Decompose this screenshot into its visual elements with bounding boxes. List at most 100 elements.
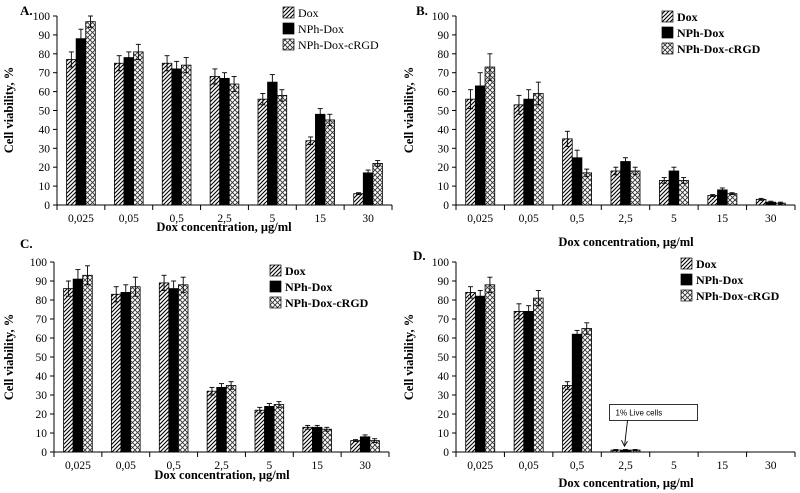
x-tick-label: 0,025 (467, 213, 493, 225)
legend-label-nph-dox: NPh-Dox (285, 280, 332, 294)
legend-label-nph-dox-crgd: NPh-Dox-cRGD (298, 38, 379, 52)
bar-nph-dox (219, 77, 230, 206)
y-tick-label: 100 (33, 11, 51, 23)
chart-panel-d: D. 0 10 20 30 40 50 60 70 80 90 100 0,025 0,05 0,5 2,5 5… (402, 248, 796, 490)
x-tick-label: 0,05 (519, 213, 539, 225)
y-tick-label: 40 (438, 124, 450, 136)
panel-label: C. (20, 236, 33, 251)
bar-nph-dox (120, 291, 131, 453)
x-tick-label: 0,5 (570, 213, 585, 225)
legend: Dox NPh-Dox NPh-Dox-cRGD (661, 10, 761, 56)
bar-nph-dox-crgd (178, 284, 189, 453)
y-tick-label: 80 (438, 49, 450, 61)
y-tick-label: 70 (39, 68, 51, 80)
bar-dox (302, 426, 313, 453)
x-tick-label: 0,05 (116, 460, 136, 472)
y-tick-label: 10 (438, 181, 450, 193)
legend: Dox NPh-Dox NPh-Dox-cRGD (282, 6, 379, 52)
y-tick-label: 100 (432, 11, 450, 23)
x-axis-title: Dox concentration, μg/ml (154, 468, 290, 482)
y-axis-title: Cell viability, % (2, 314, 16, 400)
bar-nph-dox (668, 170, 680, 206)
y-tick-label: 0 (443, 200, 449, 212)
x-tick-label: 2,5 (618, 460, 633, 472)
legend-label-nph-dox: NPh-Dox (298, 22, 344, 36)
bar-nph-dox-crgd (533, 297, 544, 453)
y-tick-label: 90 (39, 30, 51, 42)
x-tick-label: 30 (765, 460, 777, 472)
y-tick-label: 60 (39, 87, 51, 99)
y-tick-label: 50 (39, 106, 51, 118)
y-tick-label: 0 (44, 200, 50, 212)
bar-nph-dox (72, 278, 84, 453)
bar-nph-dox (474, 85, 486, 206)
bar-nph-dox-crgd (581, 172, 593, 206)
x-tick-label: 30 (362, 213, 374, 225)
x-tick-label: 0,5 (570, 460, 585, 472)
y-tick-label: 20 (36, 409, 48, 421)
y-tick-label: 100 (30, 257, 48, 269)
bar-nph-dox (620, 161, 631, 206)
bar-dox (254, 409, 265, 453)
annotation-arrowhead (621, 439, 628, 448)
x-tick-label: 15 (311, 460, 323, 472)
panel-label: B. (416, 3, 428, 18)
x-axis-title: Dox concentration, μg/ml (558, 476, 694, 490)
bar-dox (206, 390, 218, 453)
bar-nph-dox (216, 386, 227, 453)
bar-dox (610, 170, 622, 206)
panel-label: D. (413, 248, 426, 263)
y-tick-label: 100 (432, 257, 450, 269)
y-tick-label: 30 (36, 390, 48, 402)
chart-panel-a: A. 0 10 20 30 40 50 60 70 80 90 100 0,025 0,05 0,5 2,5 5… (2, 3, 393, 234)
bar-dox (158, 282, 170, 453)
y-tick-label: 20 (438, 409, 450, 421)
bar-nph-dox (315, 113, 326, 206)
x-tick-label: 2,5 (618, 213, 633, 225)
legend-swatch-dox (661, 10, 674, 23)
y-tick-label: 50 (438, 352, 450, 364)
legend-swatch-dox (269, 264, 282, 277)
bar-nph-dox-crgd (629, 170, 641, 206)
legend-label-nph-dox-crgd: NPh-Dox-cRGD (696, 289, 780, 303)
bar-dox (63, 288, 74, 453)
legend-swatch-nph-dox (282, 22, 295, 35)
bar-nph-dox-crgd (276, 94, 288, 206)
y-tick-label: 70 (438, 314, 450, 326)
annotation-text: 1% Live cells (616, 409, 663, 418)
y-tick-label: 70 (438, 68, 450, 80)
bar-nph-dox (523, 310, 534, 453)
panel-label: A. (20, 3, 33, 18)
bar-dox (111, 293, 122, 453)
y-tick-label: 90 (438, 276, 450, 288)
legend-label-nph-dox-crgd: NPh-Dox-cRGD (677, 42, 761, 56)
bar-nph-dox-crgd (85, 21, 96, 206)
y-tick-label: 80 (36, 295, 48, 307)
y-tick-label: 10 (438, 428, 450, 440)
bar-dox (114, 62, 125, 206)
y-tick-label: 30 (438, 390, 450, 402)
legend-swatch-dox (680, 257, 693, 270)
legend-label-dox: Dox (298, 6, 319, 20)
x-tick-label: 2,5 (214, 460, 229, 472)
legend: Dox NPh-Dox NPh-Dox-cRGD (269, 264, 369, 310)
bar-dox (305, 140, 316, 206)
x-tick-label: 2,5 (217, 213, 232, 225)
y-tick-label: 30 (39, 143, 51, 155)
y-tick-label: 20 (438, 162, 450, 174)
bar-nph-dox (474, 295, 486, 453)
legend-swatch-nph-dox-crgd (282, 38, 295, 51)
bar-dox (66, 59, 77, 206)
annotation: 1% Live cells (609, 404, 698, 448)
bar-dox (353, 193, 364, 206)
x-tick-label: 30 (359, 460, 371, 472)
y-axis-title: Cell viability, % (2, 67, 16, 153)
legend-swatch-nph-dox (680, 273, 693, 286)
bar-dox (659, 180, 670, 206)
x-tick-label: 0,025 (68, 213, 94, 225)
bar-dox (257, 98, 268, 206)
bar-nph-dox (312, 426, 323, 453)
chart-panel-c: C. 0 10 20 30 40 50 60 70 80 90 100 0,025 0,05 0,5 2,5 5… (2, 236, 390, 482)
x-tick-label: 5 (671, 460, 677, 472)
